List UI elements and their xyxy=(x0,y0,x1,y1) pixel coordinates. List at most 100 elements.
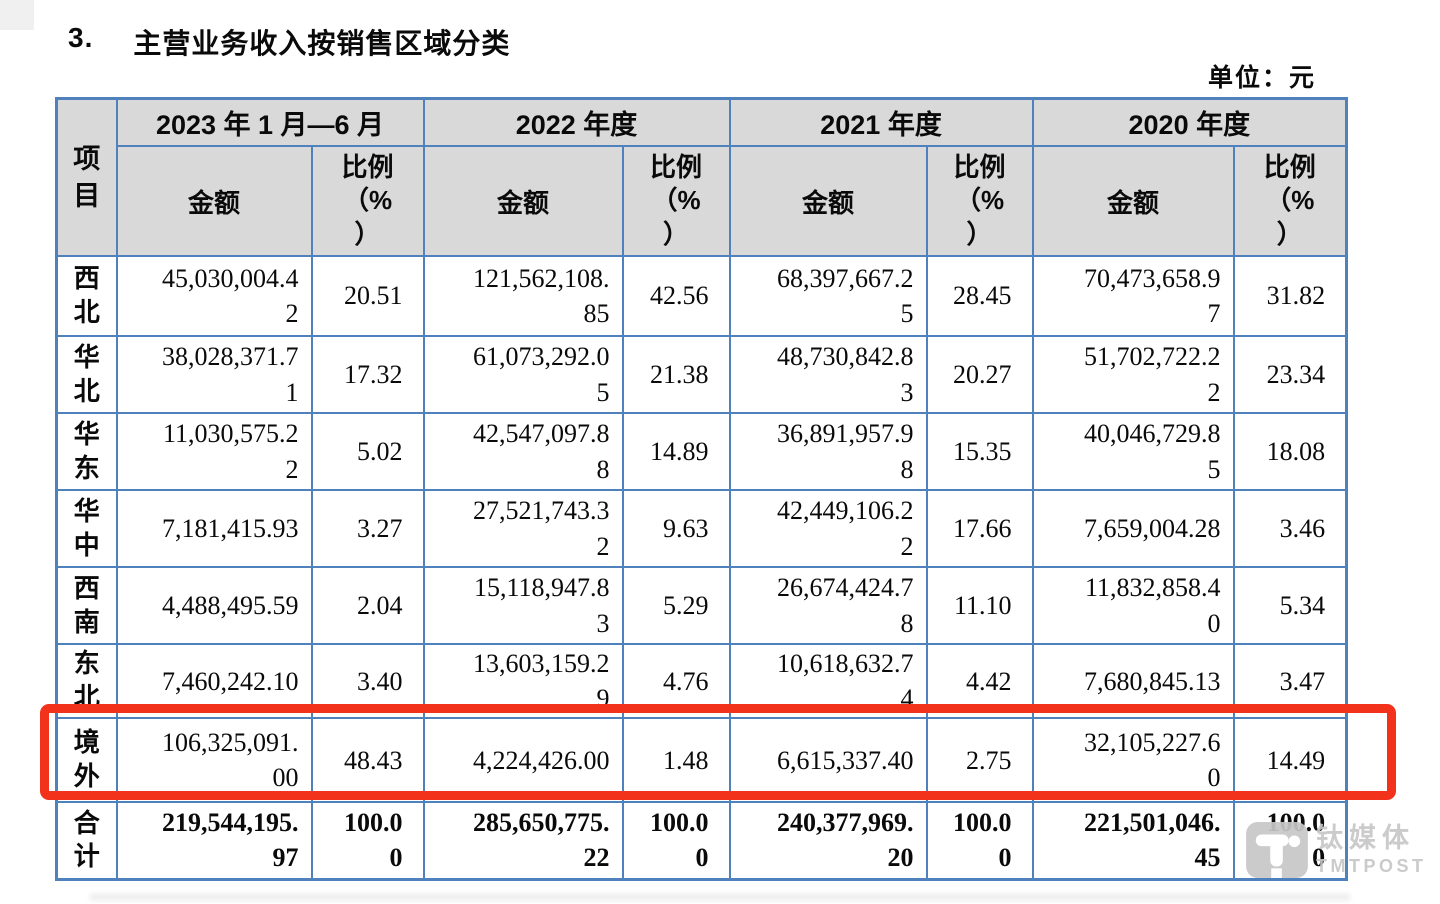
amount-value: 121,562,108. 85 xyxy=(422,255,624,337)
ratio-header-1: 比例 （% ） xyxy=(621,145,731,257)
ratio-value: 2.04 xyxy=(310,566,425,645)
amount-value: 36,891,957.9 8 xyxy=(728,412,928,491)
amount-value: 7,181,415.93 xyxy=(115,489,313,568)
amount-value: 70,473,658.9 7 xyxy=(1031,255,1235,337)
amount-value: 13,603,159.2 9 xyxy=(422,642,624,720)
table-row: 境 外 106,325,091. 00 48.43 4,224,426.00 1.48 6… xyxy=(55,717,1348,804)
table-row: 华 东 11,030,575.2 2 5.02 42,547,097.8 8 14.89… xyxy=(55,412,1348,491)
table-row: 东 北 7,460,242.10 3.40 13,603,159.2 9 4.76 10,… xyxy=(55,642,1348,720)
amount-value: 51,702,722.2 2 xyxy=(1031,335,1235,414)
ratio-value: 17.32 xyxy=(310,335,425,414)
amount-value: 61,073,292.0 5 xyxy=(422,335,624,414)
watermark-text: 钛媒体 TMTPOST xyxy=(1316,823,1427,876)
ratio-value: 21.38 xyxy=(621,335,731,414)
table-row: 西 南 4,488,495.59 2.04 15,118,947.8 3 5.29 26,… xyxy=(55,566,1348,645)
amount-value: 219,544,195. 97 xyxy=(115,801,313,881)
amount-value: 42,449,106.2 2 xyxy=(728,489,928,568)
region-cell: 西 南 xyxy=(55,566,118,645)
region-cell: 西 北 xyxy=(55,255,118,337)
ratio-value: 28.45 xyxy=(925,255,1034,337)
amount-value: 27,521,743.3 2 xyxy=(422,489,624,568)
ratio-value: 20.27 xyxy=(925,335,1034,414)
watermark-brand: 钛媒体 xyxy=(1316,823,1415,853)
ratio-value: 5.02 xyxy=(310,412,425,491)
region-cell: 境 外 xyxy=(55,717,118,804)
ratio-value: 17.66 xyxy=(925,489,1034,568)
ratio-value: 4.76 xyxy=(621,642,731,720)
ratio-value: 1.48 xyxy=(621,717,731,804)
period-header-2: 2021 年度 xyxy=(728,97,1034,147)
ratio-value: 14.89 xyxy=(621,412,731,491)
amount-value: 4,488,495.59 xyxy=(115,566,313,645)
ratio-value: 31.82 xyxy=(1232,255,1348,337)
amount-value: 6,615,337.40 xyxy=(728,717,928,804)
section-number: 3. xyxy=(68,22,94,53)
amount-header-3: 金额 xyxy=(1031,145,1235,257)
period-header-3: 2020 年度 xyxy=(1031,97,1348,147)
ratio-value: 18.08 xyxy=(1232,412,1348,491)
ratio-value: 3.46 xyxy=(1232,489,1348,568)
ratio-value: 2.75 xyxy=(925,717,1034,804)
table-row: 华 中 7,181,415.93 3.27 27,521,743.3 2 9.63 42,… xyxy=(55,489,1348,568)
subheader-row: 金额 比例 （% ）金额 比例 （% ）金额 比例 （% ）金额 比例 （% ） xyxy=(57,145,1348,257)
watermark: 钛媒体 TMTPOST xyxy=(1246,822,1427,878)
ratio-value: 100.0 0 xyxy=(621,801,731,881)
item-header-cell: 项 目 xyxy=(55,97,118,257)
amount-header-1: 金额 xyxy=(422,145,624,257)
amount-value: 7,680,845.13 xyxy=(1031,642,1235,720)
ratio-value: 23.34 xyxy=(1232,335,1348,414)
amount-value: 42,547,097.8 8 xyxy=(422,412,624,491)
scan-edge-artifact xyxy=(0,0,34,30)
region-cell: 东 北 xyxy=(55,642,118,720)
region-cell: 华 中 xyxy=(55,489,118,568)
amount-value: 40,046,729.8 5 xyxy=(1031,412,1235,491)
ratio-value: 9.63 xyxy=(621,489,731,568)
amount-header-2: 金额 xyxy=(728,145,928,257)
watermark-brand-sub: TMTPOST xyxy=(1316,856,1427,876)
amount-value: 106,325,091. 00 xyxy=(115,717,313,804)
page-bottom-blur xyxy=(90,893,1350,901)
amount-value: 15,118,947.8 3 xyxy=(422,566,624,645)
ratio-value: 14.49 xyxy=(1232,717,1348,804)
ratio-value: 5.34 xyxy=(1232,566,1348,645)
ratio-value: 3.47 xyxy=(1232,642,1348,720)
ratio-header-0: 比例 （% ） xyxy=(310,145,425,257)
amount-value: 11,832,858.4 0 xyxy=(1031,566,1235,645)
table-row: 西 北 45,030,004.4 2 20.51 121,562,108. 85 42.… xyxy=(55,255,1348,337)
ratio-value: 20.51 xyxy=(310,255,425,337)
ratio-value: 4.42 xyxy=(925,642,1034,720)
table-row: 合 计 219,544,195. 97 100.0 0 285,650,775. 22… xyxy=(55,801,1348,881)
ratio-value: 3.27 xyxy=(310,489,425,568)
amount-value: 285,650,775. 22 xyxy=(422,801,624,881)
table-row: 华 北 38,028,371.7 1 17.32 61,073,292.0 5 21.3… xyxy=(55,335,1348,414)
table-body: 西 北 45,030,004.4 2 20.51 121,562,108. 85 42.… xyxy=(55,255,1348,881)
period-header-0: 2023 年 1 月—6 月 xyxy=(115,97,425,147)
amount-value: 240,377,969. 20 xyxy=(728,801,928,881)
section-title: 3. 主营业务收入按销售区域分类 xyxy=(68,22,510,62)
amount-value: 38,028,371.7 1 xyxy=(115,335,313,414)
region-cell: 合 计 xyxy=(55,801,118,881)
unit-label: 单位：元 xyxy=(1208,64,1317,92)
ratio-value: 100.0 0 xyxy=(925,801,1034,881)
amount-value: 4,224,426.00 xyxy=(422,717,624,804)
table-header: 项 目 2023 年 1 月—6 月 2022 年度 2021 年度 2020 年度 … xyxy=(55,97,1348,257)
ratio-value: 100.0 0 xyxy=(310,801,425,881)
amount-value: 48,730,842.8 3 xyxy=(728,335,928,414)
amount-value: 7,460,242.10 xyxy=(115,642,313,720)
ratio-value: 48.43 xyxy=(310,717,425,804)
ratio-value: 42.56 xyxy=(621,255,731,337)
amount-value: 26,674,424.7 8 xyxy=(728,566,928,645)
period-header-1: 2022 年度 xyxy=(422,97,731,147)
period-header-row: 项 目 2023 年 1 月—6 月 2022 年度 2021 年度 2020 年度 xyxy=(55,97,1348,257)
tmtpost-logo-icon xyxy=(1246,822,1308,878)
amount-value: 7,659,004.28 xyxy=(1031,489,1235,568)
amount-value: 11,030,575.2 2 xyxy=(115,412,313,491)
revenue-by-region-table: 项 目 2023 年 1 月—6 月 2022 年度 2021 年度 2020 年度 … xyxy=(55,97,1349,881)
amount-value: 32,105,227.6 0 xyxy=(1031,717,1235,804)
ratio-value: 11.10 xyxy=(925,566,1034,645)
region-cell: 华 北 xyxy=(55,335,118,414)
ratio-header-3: 比例 （% ） xyxy=(1232,145,1348,257)
region-cell: 华 东 xyxy=(55,412,118,491)
amount-value: 221,501,046. 45 xyxy=(1031,801,1235,881)
amount-value: 68,397,667.2 5 xyxy=(728,255,928,337)
